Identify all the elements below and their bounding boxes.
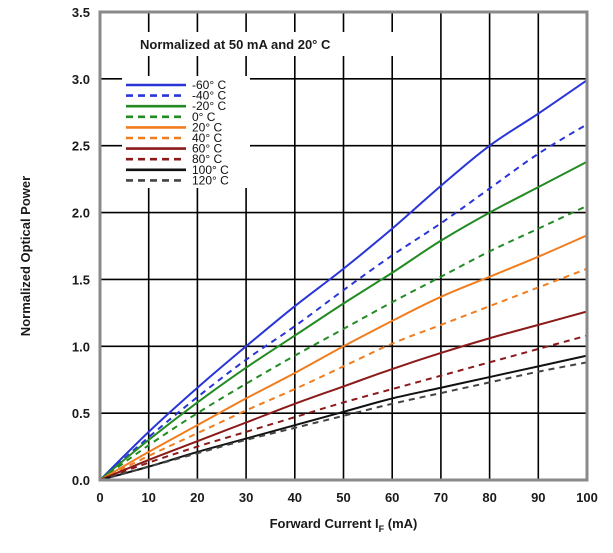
legend-entry: 60° C — [192, 142, 222, 156]
x-tick-label: 50 — [336, 490, 350, 505]
y-tick-label: 2.5 — [72, 139, 90, 154]
x-axis-label: Forward Current IF (mA) — [270, 516, 418, 534]
legend-entry: -40° C — [192, 89, 226, 103]
series-line — [99, 79, 588, 481]
series-line — [99, 334, 588, 481]
plot-frame — [98, 10, 589, 482]
x-tick-label: 30 — [239, 490, 253, 505]
legend-entry: 120° C — [192, 173, 229, 187]
x-axis-label-main: Forward Current I — [270, 516, 379, 531]
y-tick-label: 2.0 — [72, 206, 90, 221]
x-tick-label: 80 — [482, 490, 496, 505]
chart-annotation: Normalized at 50 mA and 20° C — [140, 37, 331, 52]
y-tick-label: 0.0 — [72, 473, 90, 488]
legend-entry: 40° C — [192, 131, 222, 145]
x-tick-label: 60 — [385, 490, 399, 505]
annotation-background — [130, 32, 412, 56]
x-tick-label: 10 — [141, 490, 155, 505]
legend-entry: -60° C — [192, 78, 226, 92]
series-line — [99, 204, 588, 481]
legend-entry: 20° C — [192, 120, 222, 134]
x-tick-label: 0 — [96, 490, 103, 505]
y-tick-label: 1.5 — [72, 272, 90, 287]
tick-labels: 0 10 20 30 40 50 60 70 80 90 100 0.0 0.5 1.0 1.5 2.0 2.5… — [72, 5, 598, 505]
series-line — [99, 123, 588, 481]
y-axis-label: Normalized Optical Power — [18, 176, 33, 336]
legend-entry: -20° C — [192, 99, 226, 113]
legend: -60° C-40° C-20° C0° C20° C40° C60° C80°… — [126, 78, 229, 187]
legend-background — [122, 76, 250, 188]
legend-entry: 80° C — [192, 152, 222, 166]
series-line — [99, 160, 588, 481]
y-tick-label: 0.5 — [72, 406, 90, 421]
y-tick-label: 1.0 — [72, 339, 90, 354]
legend-entry: 100° C — [192, 163, 229, 177]
x-axis-label-unit: (mA) — [384, 516, 417, 531]
y-tick-label: 3.5 — [72, 5, 90, 20]
y-tick-label: 3.0 — [72, 72, 90, 87]
series-lines — [99, 79, 588, 481]
series-line — [99, 354, 588, 481]
series-line — [99, 234, 588, 481]
x-tick-label: 90 — [531, 490, 545, 505]
legend-entry: 0° C — [192, 110, 216, 124]
x-axis-label-subscript: F — [379, 524, 385, 534]
x-tick-label: 20 — [190, 490, 204, 505]
x-tick-label: 100 — [576, 490, 598, 505]
x-tick-label: 70 — [434, 490, 448, 505]
x-tick-label: 40 — [288, 490, 302, 505]
series-line — [99, 310, 588, 481]
series-line — [99, 267, 588, 481]
